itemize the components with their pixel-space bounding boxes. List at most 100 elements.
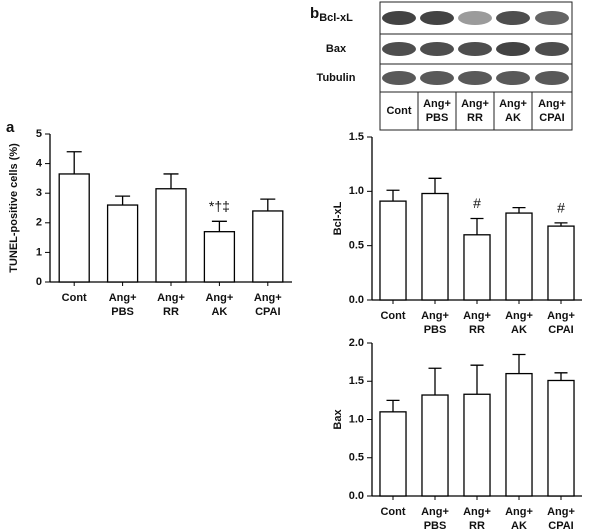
bar [421,192,449,301]
error-bar [554,372,568,381]
bar [421,394,449,497]
blot-lane-label-line: PBS [426,112,449,124]
blot-band [496,11,530,25]
blot-band [420,11,454,25]
blot-lane-label-line: Ang+ [423,98,451,110]
y-tick-label: 1.5 [349,375,364,387]
x-tick-label-line: Ang+ [421,310,449,322]
x-tick-label-line: PBS [424,520,447,531]
bar [547,379,575,497]
y-tick-label: 0 [36,276,42,288]
x-tick-label: Ang+ PBS [421,506,449,531]
bar [379,200,407,301]
x-tick-label-line: AK [211,306,227,318]
blot-row-label: Bcl-xL [319,12,353,24]
y-tick-label: 2.0 [349,337,364,349]
x-tick-label-line: RR [469,520,485,531]
x-tick-label: Ang+ CPAI [547,506,575,531]
x-tick-label-line: Ang+ [547,506,575,518]
y-tick-label: 0.5 [349,240,364,252]
bar [58,173,90,283]
error-bar [386,399,400,412]
error-bar [115,195,131,206]
x-tick-label-line: Ang+ [505,506,533,518]
y-tick-label: 4 [36,158,43,170]
x-tick-label: Ang+ PBS [421,310,449,336]
x-tick-label-line: CPAI [548,520,573,531]
blot-lane-label: Ang+ CPAI [538,98,566,124]
x-tick-label: Ang+ AK [205,292,233,318]
x-tick-label-line: AK [511,520,527,531]
x-tick-label-line: PBS [424,324,447,336]
blot-band [535,42,569,56]
panel-label: a [6,119,15,136]
error-bar [386,189,400,202]
blot-band [382,71,416,85]
error-bar [470,217,484,235]
y-tick-label: 1.0 [349,185,364,197]
x-tick-label-line: Ang+ [547,310,575,322]
blot-band [458,11,492,25]
blot-band [458,71,492,85]
panel-label: b [310,5,319,22]
x-tick-label-line: Ang+ [254,292,282,304]
blot-lane-label-line: CPAI [539,112,564,124]
y-axis-label: Bcl-xL [332,201,344,235]
x-tick-label: Ang+ CPAI [547,310,575,336]
blot-band [420,71,454,85]
x-tick-label: Ang+ AK [505,506,533,531]
bar [505,212,533,301]
y-tick-label: 0.0 [349,294,364,306]
x-tick-label-line: Cont [62,292,87,304]
x-tick-label-line: Ang+ [463,506,491,518]
error-bar [428,177,442,194]
blot-lane-label-line: Ang+ [538,98,566,110]
bar [463,393,491,497]
y-axis-label: TUNEL-positive cells (%) [8,143,20,273]
bar [252,210,284,283]
blot-lane-label-line: AK [505,112,521,124]
blot-lane-label: Ang+ AK [499,98,527,124]
blot-band [382,11,416,25]
blot-lane-label-line: Cont [386,105,411,117]
x-tick-label: Ang+ AK [505,310,533,336]
x-tick-label: Ang+ RR [463,310,491,336]
bar [155,188,187,283]
error-bar [470,364,484,395]
x-tick-label: Cont [380,506,405,518]
x-tick-label-line: Ang+ [505,310,533,322]
error-bar [428,367,442,396]
blot-band [535,71,569,85]
blot-row-label: Tubulin [317,72,356,84]
x-tick-label-line: Ang+ [463,310,491,322]
annotation: *†‡ [209,198,230,214]
blot-row-label: Bax [326,43,347,55]
x-tick-label: Cont [62,292,87,304]
blot-band [535,11,569,25]
blot-band [458,42,492,56]
blot-lane-label: Ang+ PBS [423,98,451,124]
y-tick-label: 1.0 [349,413,364,425]
error-bar [211,220,227,232]
x-tick-label: Ang+ PBS [109,292,137,318]
blot-band [496,71,530,85]
x-tick-label-line: RR [469,324,485,336]
bar [106,204,139,283]
blot-lane-label: Cont [386,105,411,117]
y-axis-label: Bax [332,409,344,430]
x-tick-label-line: CPAI [548,324,573,336]
error-bar [66,151,82,174]
x-tick-label: Cont [380,310,405,322]
blot-band [496,42,530,56]
annotation: # [557,200,565,216]
y-tick-label: 0.5 [349,452,364,464]
x-tick-label: Ang+ CPAI [254,292,282,318]
blot-band [382,42,416,56]
error-bar [260,198,276,211]
x-tick-label-line: Ang+ [109,292,137,304]
blot-lane-label-line: Ang+ [499,98,527,110]
error-bar [512,206,526,214]
blot-lane-label: Ang+ RR [461,98,489,124]
